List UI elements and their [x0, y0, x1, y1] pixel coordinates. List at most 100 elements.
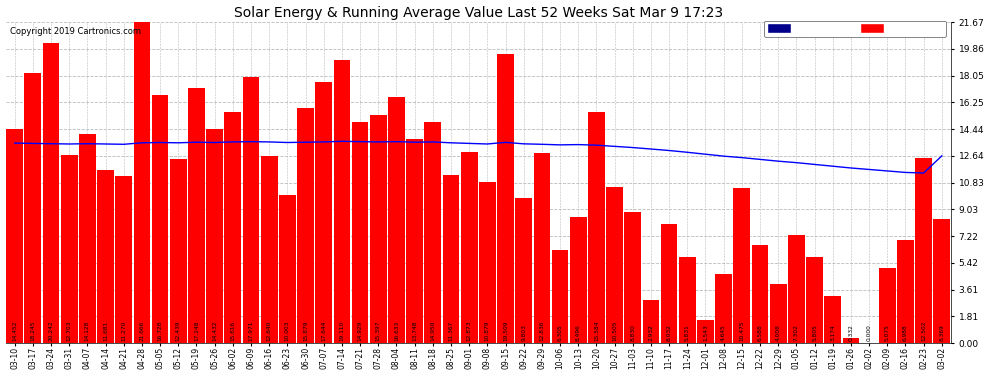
- Bar: [351, 122, 368, 343]
- Bar: [751, 246, 768, 343]
- Text: Copyright 2019 Cartronics.com: Copyright 2019 Cartronics.com: [10, 27, 142, 36]
- Bar: [206, 129, 223, 343]
- Bar: [625, 212, 642, 343]
- Bar: [334, 60, 350, 343]
- Text: 2.932: 2.932: [648, 324, 653, 341]
- Text: 14.452: 14.452: [12, 320, 17, 341]
- Bar: [225, 112, 242, 343]
- Bar: [151, 95, 168, 343]
- Text: 10.475: 10.475: [740, 320, 744, 341]
- Text: 15.397: 15.397: [376, 320, 381, 341]
- Text: 3.174: 3.174: [831, 324, 836, 341]
- Text: 16.633: 16.633: [394, 321, 399, 341]
- Bar: [770, 284, 787, 343]
- Text: 15.584: 15.584: [594, 320, 599, 341]
- Text: 12.640: 12.640: [266, 320, 271, 341]
- Bar: [316, 82, 332, 343]
- Bar: [79, 134, 96, 343]
- Bar: [643, 300, 659, 343]
- Text: 14.929: 14.929: [357, 320, 362, 341]
- Bar: [297, 108, 314, 343]
- Text: 21.666: 21.666: [140, 321, 145, 341]
- Text: 8.496: 8.496: [576, 324, 581, 341]
- Bar: [788, 235, 805, 343]
- Bar: [897, 240, 914, 343]
- Text: 6.588: 6.588: [757, 324, 762, 341]
- Text: 14.432: 14.432: [212, 320, 217, 341]
- Text: 17.971: 17.971: [248, 320, 253, 341]
- Bar: [806, 257, 823, 343]
- Bar: [43, 43, 59, 343]
- Text: 13.748: 13.748: [412, 320, 417, 341]
- Bar: [934, 219, 950, 343]
- Text: 10.879: 10.879: [485, 320, 490, 341]
- Text: 10.003: 10.003: [285, 320, 290, 341]
- Text: 17.248: 17.248: [194, 320, 199, 341]
- Bar: [734, 188, 750, 343]
- Bar: [25, 73, 42, 343]
- Text: 12.439: 12.439: [176, 320, 181, 341]
- Bar: [679, 256, 696, 343]
- Bar: [716, 274, 732, 343]
- Bar: [879, 268, 896, 343]
- Bar: [534, 153, 550, 343]
- Bar: [606, 188, 623, 343]
- Bar: [660, 224, 677, 343]
- Text: 19.110: 19.110: [340, 321, 345, 341]
- Text: 20.242: 20.242: [49, 320, 53, 341]
- Text: 16.728: 16.728: [157, 320, 162, 341]
- Bar: [497, 54, 514, 343]
- Text: 12.703: 12.703: [66, 320, 71, 341]
- Text: 5.075: 5.075: [885, 324, 890, 341]
- Text: 5.831: 5.831: [685, 324, 690, 341]
- Bar: [116, 176, 132, 343]
- Bar: [697, 320, 714, 343]
- Bar: [551, 250, 568, 343]
- Bar: [188, 88, 205, 343]
- Text: 17.644: 17.644: [321, 320, 327, 341]
- Bar: [842, 338, 859, 343]
- Bar: [60, 155, 77, 343]
- Bar: [6, 129, 23, 343]
- Bar: [588, 112, 605, 343]
- Bar: [279, 195, 296, 343]
- Text: 18.245: 18.245: [31, 320, 36, 341]
- Text: 12.873: 12.873: [466, 320, 471, 341]
- Text: 11.681: 11.681: [103, 321, 108, 341]
- Bar: [406, 140, 423, 343]
- Text: 12.502: 12.502: [921, 320, 927, 341]
- Text: 4.645: 4.645: [721, 324, 727, 341]
- Text: 6.988: 6.988: [903, 324, 908, 341]
- Text: 15.616: 15.616: [231, 321, 236, 341]
- Bar: [479, 182, 496, 343]
- Bar: [134, 22, 150, 343]
- Text: 6.305: 6.305: [557, 324, 562, 341]
- Text: 9.803: 9.803: [521, 324, 527, 341]
- Bar: [516, 198, 532, 343]
- Bar: [425, 122, 442, 343]
- Text: 8.032: 8.032: [666, 324, 671, 341]
- Bar: [170, 159, 187, 343]
- Bar: [97, 170, 114, 343]
- Bar: [460, 152, 477, 343]
- Text: 7.302: 7.302: [794, 324, 799, 341]
- Text: 11.270: 11.270: [121, 320, 127, 341]
- Text: 8.369: 8.369: [940, 324, 944, 341]
- Bar: [243, 77, 259, 343]
- Text: 0.332: 0.332: [848, 324, 853, 341]
- Text: 14.950: 14.950: [431, 320, 436, 341]
- Text: 1.543: 1.543: [703, 324, 708, 341]
- Text: 10.505: 10.505: [612, 320, 617, 341]
- Text: 11.367: 11.367: [448, 321, 453, 341]
- Bar: [388, 97, 405, 343]
- Bar: [916, 158, 932, 343]
- Text: 8.830: 8.830: [631, 324, 636, 341]
- Bar: [260, 156, 277, 343]
- Bar: [825, 296, 842, 343]
- Text: 14.128: 14.128: [85, 320, 90, 341]
- Bar: [370, 115, 387, 343]
- Text: 12.836: 12.836: [540, 320, 545, 341]
- Text: 4.008: 4.008: [776, 324, 781, 341]
- Title: Solar Energy & Running Average Value Last 52 Weeks Sat Mar 9 17:23: Solar Energy & Running Average Value Las…: [234, 6, 723, 20]
- Text: 15.879: 15.879: [303, 320, 308, 341]
